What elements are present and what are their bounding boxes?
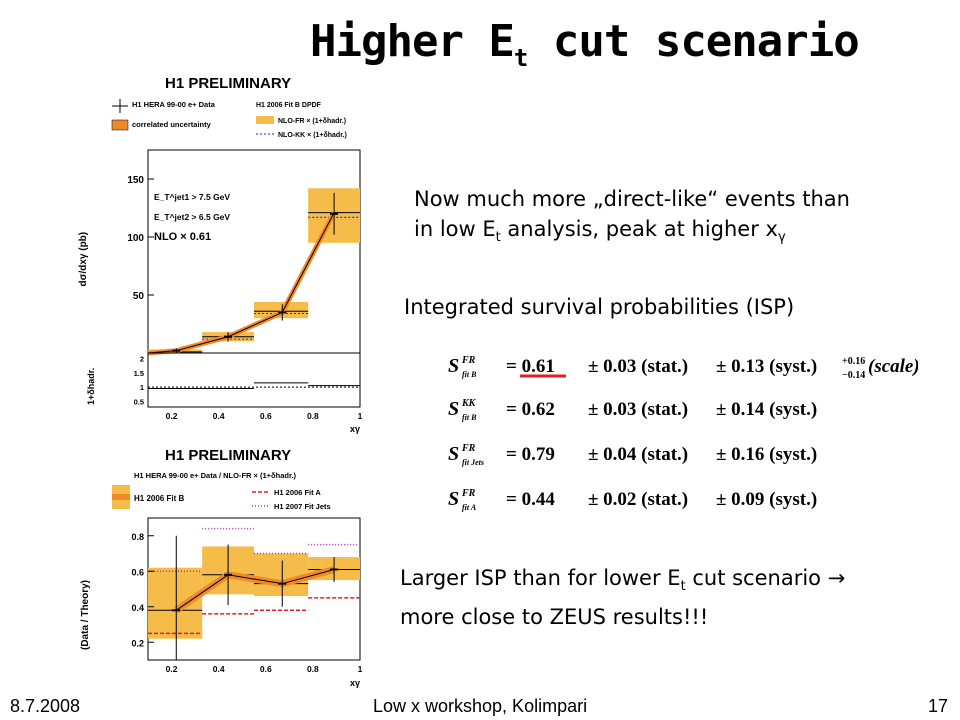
bottom-ylabel: (Data / Theory) bbox=[80, 580, 91, 650]
eq-label-sup-0: FR bbox=[461, 355, 476, 366]
top-xtick-4: 1 bbox=[358, 411, 363, 421]
line2-part-b: analysis, peak at higher x bbox=[501, 217, 778, 241]
eq-scale-up-0: +0.16 bbox=[842, 356, 865, 367]
conclusion-line1: Larger ISP than for lower Et cut scenari… bbox=[400, 563, 845, 602]
top-xlabel: xγ bbox=[350, 424, 360, 434]
footer-date: 8.7.2008 bbox=[10, 696, 80, 717]
top-chart: H1 PRELIMINARY H1 HERA 99-00 e+ Data corre… bbox=[60, 70, 380, 435]
eq-symbol-0: S bbox=[448, 355, 459, 377]
top-xtick-0: 0.2 bbox=[166, 411, 178, 421]
conclusion-part-b: cut scenario → bbox=[686, 566, 846, 590]
top-ylabel: dσ/dxγ (pb) bbox=[78, 232, 89, 287]
legend-fitb: H1 2006 Fit B DPDF bbox=[256, 102, 322, 109]
top-annot-2: NLO × 0.61 bbox=[154, 231, 211, 243]
eq-label-sub-2: fit Jets bbox=[462, 458, 484, 467]
top-xtick-3: 0.8 bbox=[307, 411, 319, 421]
eq-scale-label-0: (scale) bbox=[868, 356, 918, 377]
footer-event: Low x workshop, Kolimpari bbox=[373, 696, 587, 717]
top-had-ytick-1: 1 bbox=[140, 383, 144, 392]
eq-label-sup-3: FR bbox=[461, 488, 476, 499]
eq-stat-2: ± 0.04 (stat.) bbox=[588, 444, 688, 465]
eq-stat-0: ± 0.03 (stat.) bbox=[588, 356, 688, 377]
eq-label-sub-0: fit B bbox=[462, 370, 477, 379]
bottom-xtick-2: 0.6 bbox=[260, 664, 272, 674]
bottom-band-2 bbox=[254, 554, 308, 597]
bottom-ytick-label-3: 0.8 bbox=[131, 532, 144, 542]
footer-page: 17 bbox=[928, 696, 948, 717]
eq-stat-3: ± 0.02 (stat.) bbox=[588, 489, 688, 510]
legend-uncertainty: correlated uncertainty bbox=[132, 120, 212, 129]
isp-heading: Integrated survival probabilities (ISP) bbox=[404, 292, 794, 322]
eq-syst-0: ± 0.13 (syst.) bbox=[716, 356, 817, 377]
legend-fitjets: H1 2007 Fit Jets bbox=[274, 502, 331, 511]
bottom-ytick-label-1: 0.4 bbox=[131, 603, 144, 613]
legend-fita: H1 2006 Fit A bbox=[274, 488, 321, 497]
legend-fr-swatch bbox=[256, 116, 274, 124]
eq-value-1: = 0.62 bbox=[506, 399, 555, 420]
bottom-xlabel: xγ bbox=[350, 678, 360, 688]
eq-label-sub-1: fit B bbox=[462, 413, 477, 422]
top-ytick-label-2: 150 bbox=[127, 175, 144, 186]
legend-b-swatch-inner bbox=[112, 494, 130, 500]
eq-symbol-3: S bbox=[448, 488, 459, 510]
legend-uncertainty-swatch bbox=[112, 120, 128, 130]
bottom-xtick-1: 0.4 bbox=[213, 664, 225, 674]
eq-label-sub-3: fit A bbox=[462, 503, 477, 512]
top-had-ytick-2: 1.5 bbox=[134, 369, 144, 378]
eq-syst-2: ± 0.16 (syst.) bbox=[716, 444, 817, 465]
bottom-xtick-0: 0.2 bbox=[166, 664, 178, 674]
title-rest: cut scenario bbox=[527, 16, 858, 67]
top-xtick-2: 0.6 bbox=[260, 411, 272, 421]
eq-value-0: = 0.61 bbox=[506, 356, 555, 377]
line2-sub-gamma: γ bbox=[778, 230, 786, 245]
eq-scale-down-0: −0.14 bbox=[842, 370, 865, 381]
direct-like-line1: Now much more „direct-like“ events than bbox=[414, 184, 850, 214]
bottom-xtick-4: 1 bbox=[358, 664, 363, 674]
top-had-ytick-3: 2 bbox=[140, 355, 144, 364]
conclusion-text: Larger ISP than for lower Et cut scenari… bbox=[400, 563, 845, 632]
legend-data: H1 HERA 99-00 e+ Data bbox=[132, 100, 216, 109]
bottom-chart-title: H1 PRELIMINARY bbox=[165, 447, 291, 464]
top-ytick-label-0: 50 bbox=[133, 291, 145, 302]
eq-syst-1: ± 0.14 (syst.) bbox=[716, 399, 817, 420]
top-had-ylabel: 1+δhadr. bbox=[86, 368, 96, 405]
eq-label-sup-2: FR bbox=[461, 443, 476, 454]
eq-label-sup-1: KK bbox=[461, 398, 477, 409]
bottom-chart-subtitle: H1 HERA 99-00 e+ Data / NLO-FR × (1+δhad… bbox=[134, 471, 297, 480]
legend-kk: NLO-KK × (1+δhadr.) bbox=[278, 132, 347, 139]
line2-part-a: in low E bbox=[414, 217, 496, 241]
title-subscript: t bbox=[514, 44, 527, 72]
direct-like-line2: in low Et analysis, peak at higher xγ bbox=[414, 214, 850, 253]
bottom-xtick-3: 0.8 bbox=[307, 664, 319, 674]
top-xtick-1: 0.4 bbox=[213, 411, 225, 421]
title-main: Higher E bbox=[310, 16, 514, 67]
top-annot-1: E_T^jet2 > 6.5 GeV bbox=[154, 212, 230, 222]
conclusion-part-a: Larger ISP than for lower E bbox=[400, 566, 681, 590]
top-annot-0: E_T^jet1 > 7.5 GeV bbox=[154, 192, 230, 202]
legend-fitb: H1 2006 Fit B bbox=[134, 494, 184, 503]
eq-value-3: = 0.44 bbox=[506, 489, 555, 510]
top-chart-title: H1 PRELIMINARY bbox=[165, 75, 291, 92]
conclusion-line2: more close to ZEUS results!!! bbox=[400, 602, 845, 632]
bottom-ytick-label-0: 0.2 bbox=[131, 638, 144, 648]
legend-fr: NLO-FR × (1+δhadr.) bbox=[278, 118, 346, 125]
bottom-chart: H1 PRELIMINARY H1 HERA 99-00 e+ Data / NL… bbox=[60, 440, 380, 690]
bottom-ytick-label-2: 0.6 bbox=[131, 567, 144, 577]
top-ytick-label-1: 100 bbox=[127, 233, 144, 244]
eq-stat-1: ± 0.03 (stat.) bbox=[588, 399, 688, 420]
top-had-ytick-0: 0.5 bbox=[134, 397, 144, 406]
eq-symbol-1: S bbox=[448, 398, 459, 420]
bottom-band-0 bbox=[148, 568, 202, 639]
eq-value-2: = 0.79 bbox=[506, 444, 555, 465]
eq-symbol-2: S bbox=[448, 443, 459, 465]
eq-syst-3: ± 0.09 (syst.) bbox=[716, 489, 817, 510]
slide-title: Higher Et cut scenario bbox=[310, 16, 859, 72]
direct-like-text: Now much more „direct-like“ events than … bbox=[414, 184, 850, 253]
top-had-frame bbox=[148, 353, 360, 407]
